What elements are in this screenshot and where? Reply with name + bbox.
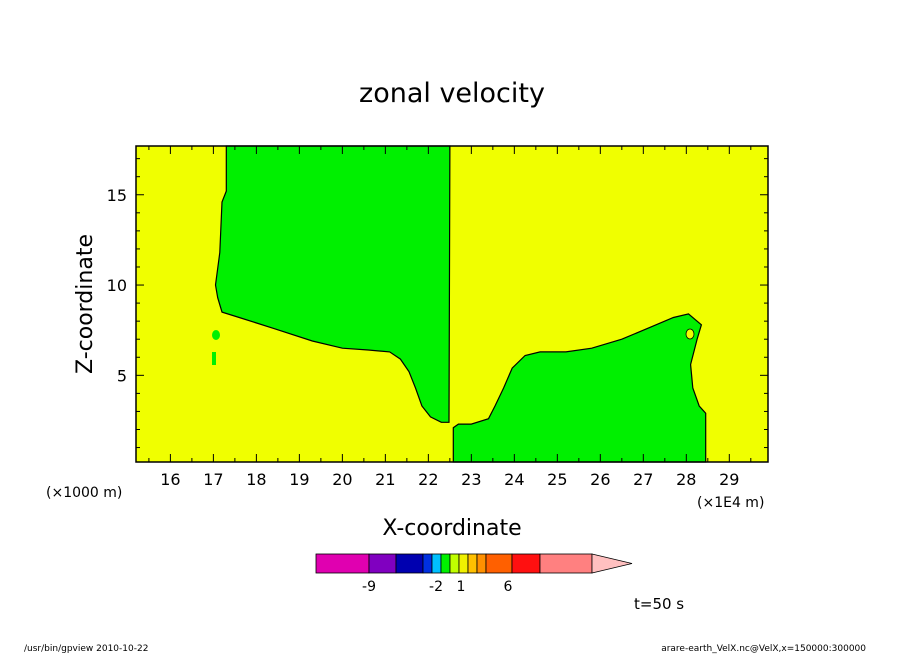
colorbar-label: 1 (457, 579, 466, 595)
contour-island (212, 352, 216, 365)
colorbar-segment (485, 553, 513, 574)
colorbar-segment (511, 553, 541, 574)
x-tick-label: 18 (246, 470, 266, 489)
axis-ticks (136, 146, 768, 462)
y-tick-label: 10 (107, 276, 127, 295)
plot-frame (135, 145, 769, 463)
x-tick-label: 27 (633, 470, 653, 489)
y-tick-label: 5 (117, 366, 127, 385)
left-green-region (214, 145, 451, 423)
colorbar-segment (467, 553, 478, 574)
x-tick-labels: 16 17 18 19 20 21 22 23 24 25 26 27 28 29 (160, 470, 739, 489)
x-tick-label: 22 (418, 470, 438, 489)
contour-island (685, 328, 695, 340)
right-green-region (452, 313, 707, 463)
chart-title: zonal velocity (359, 78, 545, 109)
x-tick-label: 28 (676, 470, 696, 489)
x-tick-label: 20 (332, 470, 352, 489)
colorbar-segment (476, 553, 487, 574)
colorbar-segment (395, 553, 424, 574)
x-tick-label: 23 (461, 470, 481, 489)
colorbar-label: -9 (362, 579, 376, 595)
colorbar-segment (431, 553, 442, 574)
x-tick-label: 25 (547, 470, 567, 489)
colorbar-segment (458, 553, 469, 574)
plot-area: 16 17 18 19 20 21 22 23 24 25 26 27 28 29 5 10 15 (107, 145, 769, 489)
x-tick-label: 24 (504, 470, 524, 489)
x-tick-label: 26 (590, 470, 610, 489)
x-axis-label: X-coordinate (382, 516, 521, 541)
colorbar-segment (368, 553, 397, 574)
colorbar-arrow (591, 553, 633, 574)
colorbar-segment (449, 553, 460, 574)
footer-right: arare-earth_VelX.nc@VelX,x=150000:300000 (661, 644, 866, 654)
x-unit-left: (×1000 m) (46, 485, 122, 501)
x-tick-label: 19 (289, 470, 309, 489)
colorbar-segment (440, 553, 451, 574)
colorbar-segment (315, 553, 370, 574)
contour-island (212, 330, 220, 340)
x-unit-right: (×1E4 m) (697, 495, 764, 511)
x-tick-label: 29 (719, 470, 739, 489)
colorbar-segment (539, 553, 593, 574)
y-axis-label: Z-coordinate (73, 234, 98, 374)
x-tick-label: 21 (375, 470, 395, 489)
y-tick-label: 15 (107, 186, 127, 205)
colorbar-labels: -9 -2 1 6 (362, 579, 513, 595)
y-tick-labels: 5 10 15 (107, 186, 127, 386)
colorbar (315, 553, 633, 574)
colorbar-label: -2 (429, 579, 443, 595)
contour-regions (214, 145, 707, 463)
footer-left: /usr/bin/gpview 2010-10-22 (24, 644, 148, 654)
colorbar-label: 6 (504, 579, 513, 595)
small-contour-islands (212, 328, 695, 365)
x-tick-label: 17 (203, 470, 223, 489)
colorbar-segment (422, 553, 433, 574)
time-label: t=50 s (634, 595, 684, 613)
x-tick-label: 16 (160, 470, 180, 489)
